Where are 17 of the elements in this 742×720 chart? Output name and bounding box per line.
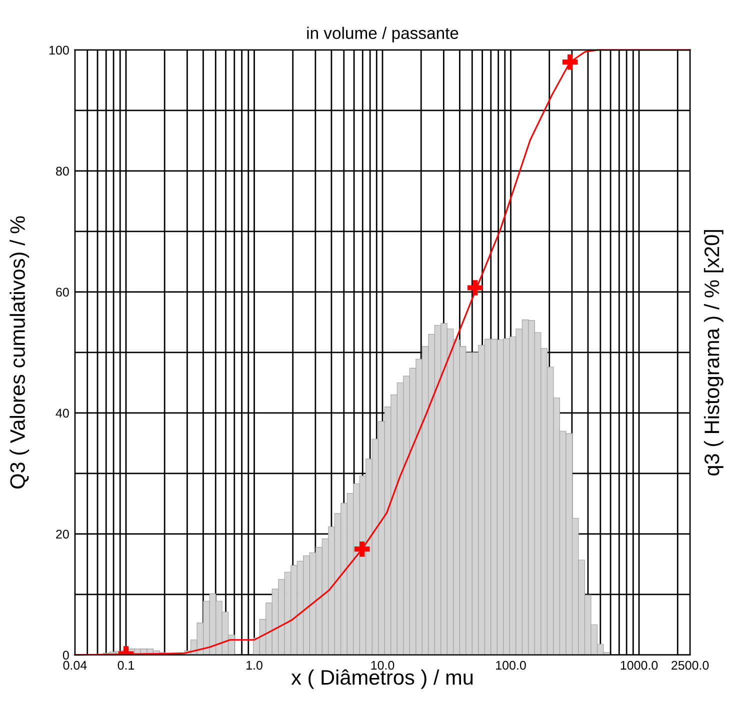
y-tick-label: 100 — [49, 46, 69, 55]
y-tick-label: 20 — [56, 530, 69, 539]
y-tick-label: 0 — [62, 650, 69, 660]
x-tick-label: 100.0 — [496, 660, 526, 670]
x-tick-label: 10.0 — [371, 660, 394, 670]
x-tick-label: 1.0 — [246, 660, 262, 670]
x-tick-label: 0.04 — [63, 660, 87, 670]
y-axis-title: Q3 ( Valores cumulativos) / % — [10, 216, 30, 488]
x-tick-label: 1000.0 — [620, 660, 658, 670]
x-tick-label: 2500.0 — [672, 660, 709, 670]
y-tick-label: 40 — [56, 408, 69, 418]
y2-axis-title: q3 ( Histograma ) / % [x20] — [704, 230, 724, 476]
x-tick-label: 0.1 — [118, 660, 134, 670]
chart-title: in volume / passante — [307, 26, 458, 42]
y-tick-label: 80 — [56, 166, 69, 176]
y-tick-label: 60 — [56, 288, 69, 297]
x-axis-title: x ( Diâmetros ) / mu — [291, 669, 473, 689]
